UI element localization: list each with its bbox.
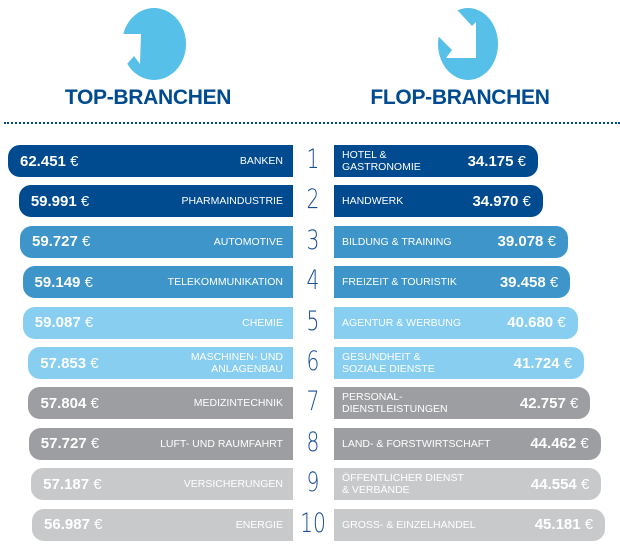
top-branchen-title: TOP-BRANCHEN <box>64 86 232 109</box>
flop-value: 45.181 € <box>534 516 594 534</box>
flop-value: 44.462 € <box>530 435 589 453</box>
flop-value: 34.175 € <box>467 152 526 170</box>
top-bar: 57.187 € VERSICHERUNGEN <box>31 468 293 501</box>
flop-bar: HOTEL & GASTRONOMIE 34.175 € <box>334 145 538 177</box>
top-bar: 56.987 € ENERGIE <box>32 508 293 541</box>
flop-category: BILDUNG & TRAINING <box>342 235 452 248</box>
top-value: 59.727 € <box>31 233 91 251</box>
flop-branchen-title: FLOP-BRANCHEN <box>370 86 550 109</box>
top-value: 57.727 € <box>40 435 100 453</box>
rank-number: 2 <box>306 184 320 216</box>
top-bar: 57.727 € LUFT- UND RAUMFAHRT <box>28 427 293 460</box>
top-value: 62.451 € <box>20 152 79 170</box>
flop-category: GROSS- & EINZELHANDEL <box>342 518 476 531</box>
arrow-up-right-circle-icon <box>92 8 186 86</box>
flop-bar: LAND- & FORSTWIRTSCHAFT 44.462 € <box>334 427 601 460</box>
rank-number: 5 <box>306 305 320 337</box>
flop-value: 41.724 € <box>513 354 573 372</box>
flop-bar: BILDUNG & TRAINING 39.078 € <box>334 225 568 258</box>
top-category: LUFT- UND RAUMFAHRT <box>160 437 283 450</box>
top-bar: 59.149 € TELEKOMMUNIKATION <box>22 266 293 299</box>
top-category: CHEMIE <box>242 316 283 329</box>
flop-category: PERSONAL- DIENSTLEISTUNGEN <box>342 391 448 416</box>
top-category: AUTOMOTIVE <box>213 235 283 248</box>
flop-value: 44.554 € <box>530 475 590 493</box>
flop-category: FREIZEIT & TOURISTIK <box>342 276 457 289</box>
top-value: 57.853 € <box>40 354 99 372</box>
rank-number: 1 <box>306 144 320 175</box>
divider <box>4 122 620 124</box>
top-category: TELEKOMMUNIKATION <box>167 276 283 289</box>
rank-number: 3 <box>306 224 320 256</box>
flop-category: HANDWERK <box>342 195 404 208</box>
arrow-down-right-circle-icon <box>420 0 498 80</box>
rank-number: 9 <box>306 467 320 499</box>
rank-number: 4 <box>306 265 320 297</box>
rank-number: 10 <box>300 507 326 539</box>
flop-value: 42.757 € <box>519 394 579 412</box>
top-value: 59.149 € <box>34 273 93 291</box>
top-category: BANKEN <box>239 155 283 167</box>
top-value: 57.804 € <box>40 394 99 412</box>
top-value: 56.987 € <box>44 516 103 534</box>
flop-category: HOTEL & GASTRONOMIE <box>342 149 421 173</box>
top-bar: 59.087 € CHEMIE <box>22 306 293 339</box>
top-value: 57.187 € <box>43 475 102 493</box>
flop-bar: AGENTUR & WERBUNG 40.680 € <box>334 306 578 339</box>
top-category: ENERGIE <box>235 518 283 531</box>
top-bar: 62.451 € BANKEN <box>8 145 293 177</box>
top-value: 59.087 € <box>34 314 94 332</box>
flop-value: 39.078 € <box>497 233 556 251</box>
flop-bar: FREIZEIT & TOURISTIK 39.458 € <box>334 266 571 299</box>
flop-bar: GESUNDHEIT & SOZIALE DIENSTE 41.724 € <box>334 347 585 379</box>
top-category: MEDIZINTECHNIK <box>193 397 283 410</box>
rank-number: 6 <box>306 346 320 377</box>
flop-category: ÖFFENTLICHER DIENST & VERBÄNDE <box>342 472 464 497</box>
flop-value: 39.458 € <box>499 273 559 291</box>
flop-category: GESUNDHEIT & SOZIALE DIENSTE <box>342 351 435 375</box>
rank-number: 7 <box>306 386 320 418</box>
flop-bar: GROSS- & EINZELHANDEL 45.181 € <box>334 508 606 541</box>
top-bar: 59.727 € AUTOMOTIVE <box>19 225 293 258</box>
flop-value: 40.680 € <box>507 314 566 332</box>
rank-number: 8 <box>306 426 320 458</box>
flop-bar: HANDWERK 34.970 € <box>334 185 543 218</box>
flop-bar: PERSONAL- DIENSTLEISTUNGEN 42.757 € <box>334 387 591 420</box>
flop-value: 34.970 € <box>472 192 531 210</box>
flop-category: AGENTUR & WERBUNG <box>342 316 462 329</box>
top-category: PHARMAINDUSTRIE <box>181 195 283 208</box>
top-value: 59.991 € <box>30 192 90 210</box>
top-bar: 57.853 € MASCHINEN- UND ANLAGENBAU <box>28 347 293 379</box>
top-category: MASCHINEN- UND ANLAGENBAU <box>190 351 283 375</box>
flop-bar: ÖFFENTLICHER DIENST & VERBÄNDE 44.554 € <box>334 468 602 501</box>
top-category: VERSICHERUNGEN <box>183 478 283 491</box>
flop-category: LAND- & FORSTWIRTSCHAFT <box>342 437 491 450</box>
top-bar: 57.804 € MEDIZINTECHNIK <box>28 387 293 420</box>
top-bar: 59.991 € PHARMAINDUSTRIE <box>18 185 293 218</box>
